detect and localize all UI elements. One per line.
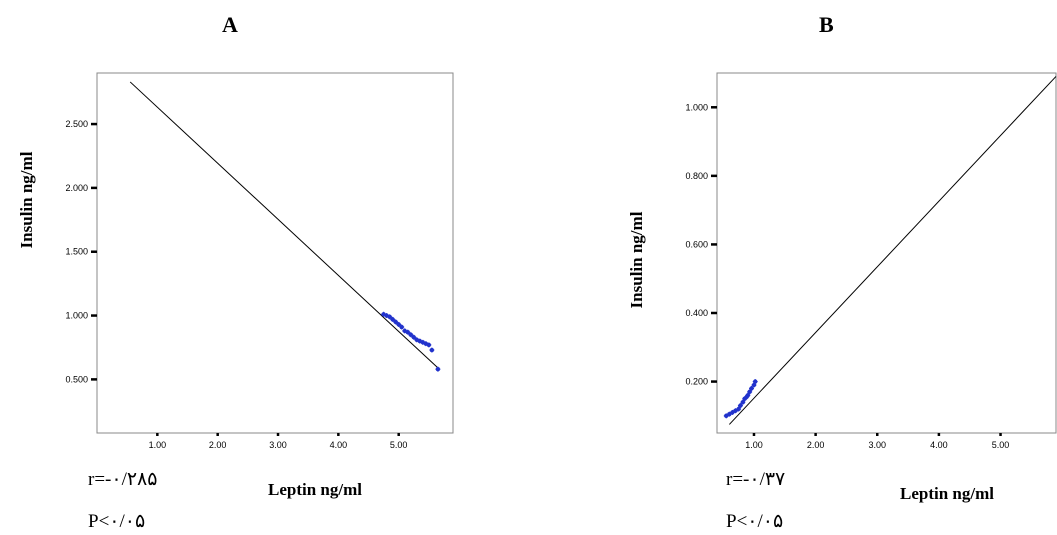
panel-label-a: A xyxy=(222,12,238,37)
data-point-a xyxy=(426,342,432,348)
y-tick-label-b: 0.200 xyxy=(685,377,708,387)
regression-line-a xyxy=(129,81,439,369)
panel-label-b: B xyxy=(819,12,834,37)
data-point-a xyxy=(399,324,405,330)
y-tick-label-a: 2.000 xyxy=(65,183,88,193)
x-axis-label-b: Leptin ng/ml xyxy=(900,484,994,503)
data-point-b xyxy=(736,406,742,412)
data-point-b xyxy=(749,385,755,391)
x-tick-label-b: 3.00 xyxy=(868,440,886,450)
data-point-a xyxy=(429,347,435,353)
plot-frame-b xyxy=(716,72,1057,434)
regression-line-b xyxy=(728,76,1057,425)
data-point-a xyxy=(405,329,411,335)
x-tick-label-a: 4.00 xyxy=(330,440,348,450)
data-point-b xyxy=(745,392,751,398)
data-point-a xyxy=(393,319,399,325)
y-tick-label-a: 0.500 xyxy=(65,374,88,384)
x-tick-label-a: 3.00 xyxy=(269,440,287,450)
panel-a: A Insulin ng/ml 0.500 1.000 1.500 2.000 2.50… xyxy=(17,12,454,532)
x-tick-label-b: 2.00 xyxy=(807,440,825,450)
scatter-plot-b: 0.200 0.400 0.600 0.800 1.000 1.00 2.00 3.00 4.0… xyxy=(685,72,1057,450)
data-point-a xyxy=(390,316,396,322)
x-tick-label-a: 2.00 xyxy=(209,440,227,450)
y-tick-label-a: 1.000 xyxy=(65,311,88,321)
data-point-b xyxy=(726,411,732,417)
x-tick-label-b: 5.00 xyxy=(992,440,1010,450)
x-tick-label-a: 5.00 xyxy=(390,440,408,450)
panel-b: B Insulin ng/ml 0.200 0.400 0.600 0.800 1.00… xyxy=(530,0,1057,535)
data-point-b xyxy=(740,399,746,405)
y-tick-label-a: 2.500 xyxy=(65,119,88,129)
y-tick-label-a: 1.500 xyxy=(65,247,88,257)
p-value-label-b: P<۰/۰۵ xyxy=(726,511,784,532)
y-tick-label-b: 0.400 xyxy=(685,308,708,318)
data-point-b xyxy=(752,379,758,385)
data-point-b xyxy=(737,403,743,409)
x-axis-label-a: Leptin ng/ml xyxy=(268,480,362,499)
correlation-label-b: r=-۰/۳۷ xyxy=(726,469,786,490)
plot-frame-a xyxy=(96,72,454,434)
x-tick-label-b: 1.00 xyxy=(745,440,763,450)
data-point-a xyxy=(408,332,414,338)
correlation-label-a: r=-۰/۲۸۵ xyxy=(88,469,158,490)
data-point-b xyxy=(747,389,753,395)
scatter-plot-a: 0.500 1.000 1.500 2.000 2.500 1.00 2.00 3.00 4.0… xyxy=(65,72,454,450)
y-tick-label-b: 0.800 xyxy=(685,171,708,181)
x-tick-label-a: 1.00 xyxy=(149,440,167,450)
y-tick-label-b: 0.600 xyxy=(685,239,708,249)
data-point-a xyxy=(411,334,417,340)
data-point-a xyxy=(387,314,393,320)
data-point-a xyxy=(435,366,441,372)
p-value-label-a: P<۰/۰۵ xyxy=(88,511,146,532)
y-tick-label-b: 1.000 xyxy=(685,102,708,112)
x-tick-label-b: 4.00 xyxy=(930,440,948,450)
data-point-a xyxy=(396,321,402,327)
